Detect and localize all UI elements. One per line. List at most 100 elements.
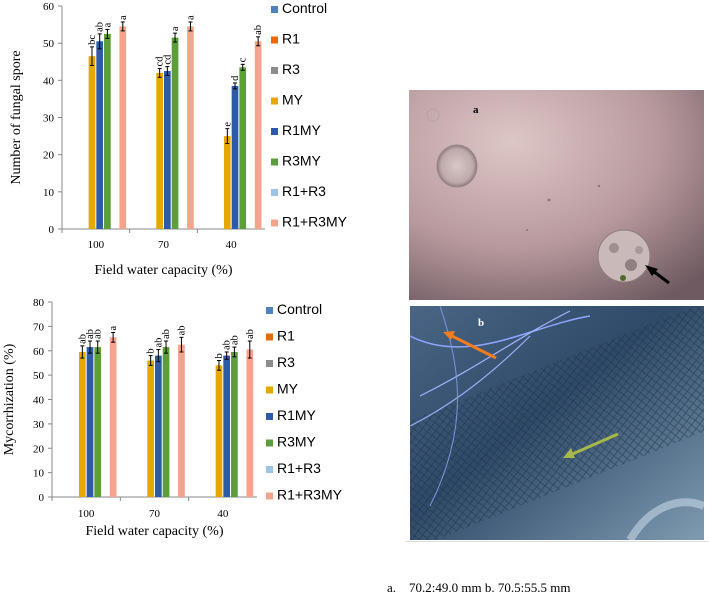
- root-micrograph-b: b: [410, 306, 704, 540]
- y-tick-label: 30: [33, 419, 45, 431]
- bar: [162, 347, 170, 497]
- y-tick-label: 50: [43, 38, 55, 50]
- legend-label: R1+R3: [277, 460, 321, 476]
- bar: [178, 344, 185, 497]
- legend-label: R1+R3MY: [282, 214, 348, 230]
- legend-swatch: [266, 466, 273, 473]
- significance-letter: a: [102, 22, 113, 27]
- legend-swatch: [271, 158, 278, 166]
- y-tick-label: 60: [43, 1, 55, 13]
- bar: [215, 365, 223, 497]
- photo-caption: a. 70.2:49.0 mm b. 70.5:55.5 mm: [387, 580, 571, 595]
- bar: [147, 360, 154, 497]
- bar: [223, 355, 231, 497]
- legend-label: R3: [277, 354, 295, 370]
- legend-swatch: [271, 6, 278, 13]
- y-tick-label: 40: [33, 395, 45, 407]
- x-tick-label: 100: [78, 508, 95, 520]
- legend-swatch: [266, 386, 273, 394]
- legend-label: R1+R3: [282, 183, 326, 199]
- y-tick-label: 10: [33, 468, 45, 480]
- photo-frame-divider: [406, 541, 708, 542]
- significance-letter: ab: [161, 329, 172, 339]
- significance-letter: ab: [153, 338, 164, 348]
- spore-count-chart: 0102030405060100bcabaa70cdcdaa40edcabNum…: [9, 0, 348, 278]
- legend-label: Control: [277, 301, 322, 317]
- bar: [119, 26, 127, 229]
- bar: [187, 26, 194, 229]
- legend-swatch: [271, 128, 278, 135]
- legend-swatch: [271, 219, 278, 227]
- bar: [94, 347, 102, 497]
- y-axis-title: Mycorrhization (%): [2, 343, 17, 455]
- y-tick-label: 0: [39, 492, 45, 504]
- legend-label: R1+R3MY: [277, 487, 343, 503]
- significance-letter: e: [222, 122, 233, 127]
- bar: [155, 355, 162, 497]
- legend-swatch: [271, 97, 278, 105]
- bar: [96, 41, 104, 229]
- significance-letter: ab: [93, 329, 104, 339]
- bar: [164, 71, 171, 230]
- legend-swatch: [271, 67, 278, 74]
- significance-letter: c: [238, 57, 249, 62]
- significance-letter: b: [146, 348, 157, 353]
- significance-letter: ab: [95, 22, 106, 32]
- x-tick-label: 40: [217, 508, 229, 520]
- bar: [171, 37, 179, 229]
- legend-swatch: [266, 413, 273, 420]
- legend-label: R3MY: [282, 153, 322, 169]
- bar: [86, 347, 94, 497]
- legend-label: R3MY: [277, 434, 317, 450]
- y-tick-label: 20: [43, 150, 55, 162]
- bar: [231, 351, 238, 497]
- y-tick-label: 40: [43, 75, 55, 87]
- y-axis-title: Number of fungal spore: [9, 50, 24, 184]
- legend-label: R1: [277, 328, 295, 344]
- y-tick-label: 80: [33, 297, 45, 309]
- legend-label: R1: [282, 31, 300, 47]
- bar: [231, 85, 239, 230]
- significance-letter: ab: [253, 25, 264, 35]
- x-axis-title: Field water capacity (%): [86, 524, 224, 539]
- x-tick-label: 70: [149, 508, 161, 520]
- legend-swatch: [266, 492, 273, 500]
- x-tick-label: 40: [226, 239, 238, 251]
- significance-letter: d: [230, 75, 241, 81]
- legend-label: R1MY: [282, 122, 322, 138]
- y-tick-label: 60: [33, 346, 45, 358]
- y-tick-label: 10: [43, 187, 55, 199]
- significance-letter: a: [170, 26, 181, 31]
- significance-letter: cd: [155, 56, 166, 67]
- bar: [254, 41, 262, 229]
- legend-swatch: [266, 360, 273, 367]
- spore-micrograph-a: a: [409, 90, 704, 300]
- y-tick-label: 30: [43, 113, 55, 125]
- bar: [104, 33, 111, 229]
- legend-label: R3: [282, 61, 300, 77]
- significance-letter: ab: [85, 329, 96, 339]
- significance-letter: a: [118, 15, 129, 20]
- significance-letter: a: [185, 15, 196, 20]
- legend-swatch: [271, 36, 278, 44]
- y-tick-label: 50: [33, 370, 45, 382]
- y-tick-label: 0: [49, 224, 55, 236]
- legend-label: Control: [282, 0, 327, 16]
- legend-swatch: [266, 307, 273, 314]
- significance-letter: ab: [77, 334, 88, 344]
- significance-letter: ab: [176, 325, 187, 335]
- significance-letter: ab: [245, 329, 256, 339]
- legend-swatch: [271, 189, 278, 196]
- x-tick-label: 100: [88, 239, 105, 251]
- significance-letter: bc: [87, 35, 98, 45]
- bar: [109, 337, 117, 497]
- x-axis-title: Field water capacity (%): [95, 263, 233, 278]
- bar: [239, 67, 247, 229]
- significance-letter: a: [108, 325, 119, 330]
- significance-letter: b: [214, 353, 225, 358]
- legend-label: R1MY: [277, 407, 317, 423]
- significance-letter: ab: [229, 335, 240, 345]
- bar: [156, 72, 163, 230]
- significance-letter: ab: [222, 340, 233, 350]
